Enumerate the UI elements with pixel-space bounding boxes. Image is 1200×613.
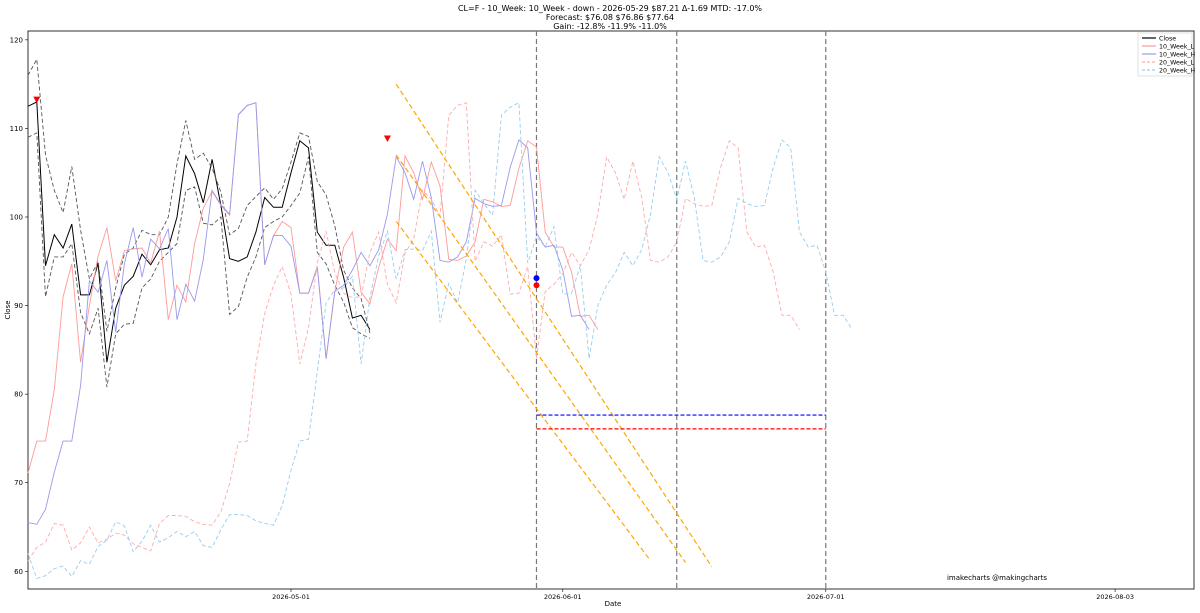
triangle-down-marker (383, 135, 391, 143)
triangle-down-marker (33, 96, 41, 104)
markers (33, 96, 540, 289)
trend-line (395, 221, 651, 562)
y-tick-label: 110 (10, 125, 23, 133)
x-tick-label: 2026-05-01 (272, 593, 310, 601)
trend-lines (395, 83, 713, 568)
series-line-close (27, 101, 371, 363)
legend-label: 20_Week_L (1159, 59, 1195, 66)
legend: Close10_Week_L10_Week_H20_Week_L20_Week_… (1137, 32, 1196, 77)
series-line-20-week-l (27, 102, 800, 561)
x-axis: 2026-05-01 2026-06-01 2026-07-01 2026-08-03 (272, 589, 1134, 601)
chart-title-line-1: CL=F - 10_Week: 10_Week - down - 2026-05… (458, 4, 762, 13)
y-tick-label: 90 (14, 302, 23, 310)
legend-label: 10_Week_L (1159, 43, 1195, 50)
chart-title-line-3: Gain: -12.8% -11.9% -11.0% (553, 22, 667, 31)
legend-label: Close (1159, 35, 1176, 42)
chart-title-line-2: Forecast: $76.08 $76.86 $77.64 (546, 13, 674, 22)
legend-items: Close10_Week_L10_Week_H20_Week_L20_Week_… (1142, 35, 1196, 74)
series-line-10-week-h (27, 102, 590, 525)
legend-label: 20_Week_H (1159, 67, 1196, 74)
x-tick-label: 2026-07-01 (807, 593, 845, 601)
x-tick-label: 2026-08-03 (1096, 593, 1134, 601)
y-tick-label: 120 (10, 36, 23, 44)
watermark: imakecharts @makingcharts (947, 574, 1047, 582)
point-marker (533, 282, 540, 289)
point-marker (533, 275, 540, 282)
trend-line (395, 83, 713, 568)
series-line-lower-band (27, 132, 371, 388)
legend-label: 10_Week_H (1159, 51, 1196, 58)
y-tick-label: 70 (14, 479, 23, 487)
x-tick-label: 2026-06-01 (544, 593, 582, 601)
plot-area (27, 30, 1195, 590)
series-layer (27, 57, 853, 579)
forecast-levels (536, 414, 826, 430)
y-axis-label: Close (4, 300, 12, 319)
x-axis-label: Date (605, 600, 622, 608)
y-tick-label: 60 (14, 568, 23, 576)
trend-line (395, 154, 687, 563)
vertical-markers (535, 31, 827, 589)
series-line-20-week-h (27, 101, 853, 579)
y-axis: 60 70 80 90 100 110 120 (10, 36, 28, 576)
y-tick-label: 80 (14, 391, 23, 399)
y-tick-label: 100 (10, 214, 23, 222)
series-line-upper-band (27, 57, 371, 334)
